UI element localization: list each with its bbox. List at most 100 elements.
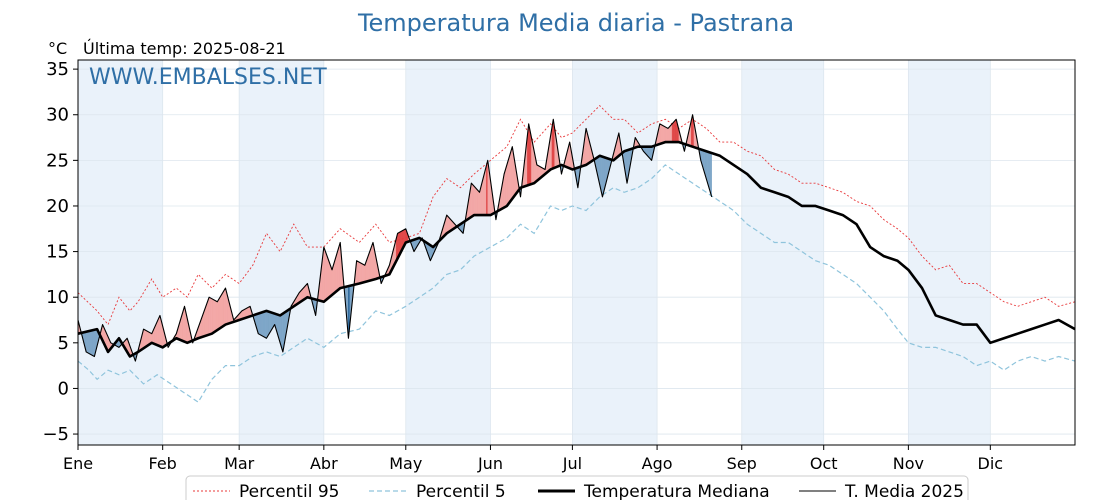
anomaly-fill-above [663, 125, 666, 143]
anomaly-fill-below [264, 310, 267, 339]
legend: Percentil 95 Percentil 5 Temperatura Med… [185, 475, 969, 500]
anomaly-fill-above [471, 182, 473, 218]
anomaly-fill-above [214, 299, 217, 333]
anomaly-fill-above [674, 118, 677, 143]
anomaly-fill-above [669, 124, 671, 143]
anomaly-fill-above [213, 299, 215, 334]
series-line-p5 [77, 164, 1076, 403]
anomaly-fill-above [510, 146, 513, 202]
anomaly-fill-above [486, 160, 488, 216]
anomaly-fill-above [360, 262, 363, 284]
y-axis-unit-label: °C [48, 39, 67, 58]
anomaly-fill-above [144, 329, 147, 348]
anomaly-fill-above [330, 265, 333, 297]
anomaly-fill-above [671, 121, 674, 143]
watermark-text: WWW.EMBALSES.NET [89, 65, 327, 90]
legend-label-p95: Percentil 95 [239, 482, 339, 500]
anomaly-fill-above [356, 260, 359, 285]
anomaly-fill-above [357, 261, 360, 285]
anomaly-fill-above [484, 165, 487, 216]
x-tick-label: Jun [477, 454, 503, 473]
anomaly-fill-above [222, 289, 225, 327]
legend-label-2025: T. Media 2025 [844, 482, 964, 500]
anomaly-fill-below [269, 311, 271, 335]
anomaly-fill-above [326, 254, 329, 300]
month-band-ene [78, 60, 163, 445]
x-tick-label: Feb [149, 454, 177, 473]
x-tick-label: Jul [562, 454, 582, 473]
x-tick-label: May [389, 454, 422, 473]
month-band-jul [572, 60, 658, 445]
anomaly-fill-above [371, 242, 374, 281]
anomaly-fill-above [662, 125, 665, 144]
anomaly-fill-below [91, 329, 94, 357]
anomaly-fill-below [87, 330, 90, 354]
series-line-median [77, 140, 1076, 358]
anomaly-fill-above [327, 258, 330, 299]
x-axis-ticks: Ene Feb Mar Abr May Jun Jul Ago Sep Oct Nov Dic [63, 445, 1003, 473]
anomaly-fill-above [670, 123, 673, 143]
anomaly-fill-above [446, 214, 449, 234]
anomaly-fill-above [146, 330, 148, 347]
anomaly-fill-above [221, 291, 223, 328]
month-bands [78, 60, 991, 445]
anomaly-fill-above [506, 160, 509, 207]
anomaly-fill-above [208, 296, 211, 335]
anomaly-fill-below [259, 312, 262, 336]
x-tick-label: Sep [727, 454, 757, 473]
y-tick-label: 30 [46, 105, 69, 126]
x-tick-label: Dic [978, 454, 1004, 473]
anomaly-fill-above [370, 246, 372, 281]
anomaly-fill-above [472, 184, 475, 217]
series-lines [77, 104, 1076, 403]
x-tick-label: Mar [224, 454, 255, 473]
anomaly-fill-below [710, 152, 712, 197]
month-band-mar [239, 60, 324, 445]
anomaly-fill-above [215, 300, 218, 332]
y-tick-label: 0 [58, 378, 69, 399]
anomaly-fill-below [263, 311, 266, 338]
anomaly-fill-below [708, 151, 711, 193]
series-line-y2025 [77, 114, 713, 362]
anomaly-fill-above [476, 188, 479, 216]
anomaly-fill-above [335, 251, 338, 292]
x-tick-label: Ene [63, 454, 93, 473]
anomaly-fill-above [207, 297, 210, 336]
anomaly-fill-above [363, 264, 366, 283]
anomaly-fill-above [211, 298, 214, 335]
anomaly-fill-above [158, 315, 161, 347]
anomaly-fill-above [477, 190, 480, 216]
y-tick-label: 10 [46, 287, 69, 308]
anomaly-fill-above [217, 298, 219, 331]
y-tick-label: 25 [46, 150, 69, 171]
anomaly-fill-below [260, 311, 263, 337]
series-line-p95 [77, 104, 1076, 326]
anomaly-fill-below [88, 330, 91, 355]
chart-title: Temperatura Media diaria - Pastrana [357, 9, 794, 37]
anomaly-fill-below [258, 312, 260, 335]
anomaly-fill-above [157, 318, 159, 346]
y-tick-label: 15 [46, 242, 69, 263]
anomaly-fill-above [219, 294, 222, 329]
anomaly-fill-below [262, 311, 264, 338]
anomaly-fill-above [337, 246, 340, 291]
anomaly-fill-below [266, 310, 269, 339]
anomaly-fill-above [329, 262, 331, 298]
last-temp-label: Última temp: 2025-08-21 [83, 39, 286, 58]
anomaly-fill-above [206, 300, 208, 336]
plot-frame [77, 59, 1076, 446]
anomaly-fill-below [85, 331, 88, 354]
month-band-nov [908, 60, 991, 445]
y-tick-label: 20 [46, 196, 69, 217]
legend-label-median: Temperatura Mediana [583, 482, 770, 500]
x-tick-label: Nov [893, 454, 924, 473]
anomaly-fill-above [143, 328, 146, 349]
anomaly-fill-below [267, 311, 270, 337]
anomaly-fill-above [667, 126, 670, 143]
anomaly-fill-above [473, 185, 476, 216]
anomaly-fill-below [90, 330, 92, 356]
legend-label-p5: Percentil 5 [416, 482, 506, 500]
y-tick-label: 5 [58, 333, 69, 354]
month-band-sep [741, 60, 824, 445]
anomaly-fill-above [447, 216, 450, 233]
